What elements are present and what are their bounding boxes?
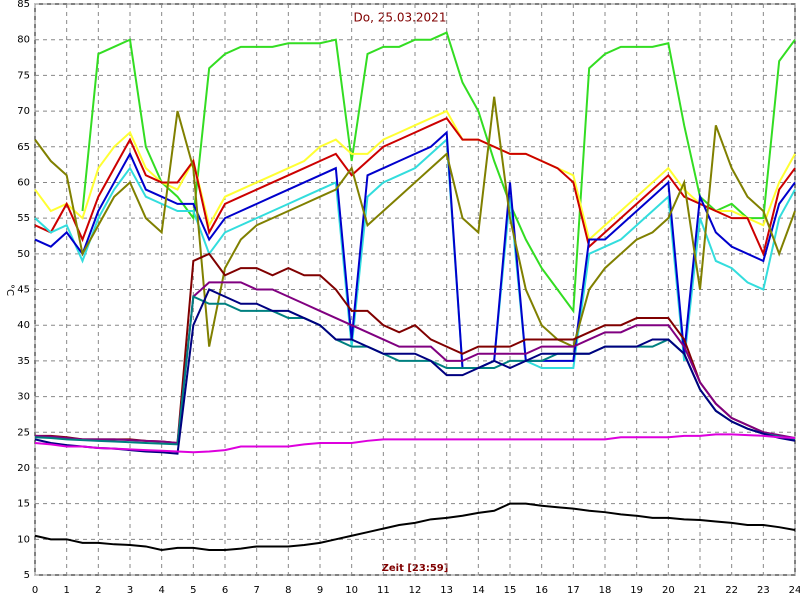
series-line [34,502,796,552]
y-tick-label: 20 [17,463,30,474]
x-axis-label: Zeit [23:59] [382,563,449,574]
x-tick-label: 3 [127,585,133,596]
x-tick-label: 19 [630,585,643,596]
y-tick-label: 25 [17,427,30,438]
chart-title: Do, 25.03.2021 [354,11,447,25]
x-tick-label: 23 [757,585,770,596]
x-tick-label: 22 [725,585,738,596]
x-tick-label: 15 [504,585,517,596]
x-tick-label: 12 [409,585,422,596]
y-tick-label: 65 [17,142,30,153]
y-tick-label: 5 [24,570,30,581]
x-tick-label: 2 [95,585,101,596]
y-tick-label: 40 [17,320,30,331]
y-tick-label: 75 [17,70,30,81]
x-tick-label: 8 [285,585,291,596]
series-line [34,281,796,445]
x-tick-label: 4 [158,585,164,596]
y-tick-label: 45 [17,285,30,296]
x-tick-label: 7 [253,585,259,596]
series-line [34,288,796,455]
x-tick-label: 13 [440,585,453,596]
y-tick-label: 85 [17,0,30,10]
series-line [34,116,796,257]
x-tick-label: 10 [345,585,358,596]
series-line [81,31,796,314]
x-tick-label: 14 [472,585,485,596]
y-axis-label: °C [4,284,15,296]
x-tick-label: 16 [535,585,548,596]
y-tick-label: 35 [17,356,30,367]
x-tick-label: 18 [599,585,612,596]
y-tick-label: 55 [17,213,30,224]
x-tick-label: 9 [317,585,323,596]
y-tick-label: 15 [17,499,30,510]
y-tick-label: 30 [17,392,30,403]
x-tick-label: 24 [789,585,800,596]
x-tick-label: 11 [377,585,390,596]
x-tick-label: 20 [662,585,675,596]
x-tick-label: 0 [32,585,38,596]
series-line [34,96,796,348]
y-tick-label: 60 [17,177,30,188]
y-tick-label: 50 [17,249,30,260]
x-tick-label: 5 [190,585,196,596]
y-tick-label: 70 [17,106,30,117]
x-tick-label: 21 [694,585,707,596]
y-tick-label: 80 [17,35,30,46]
y-tick-label: 10 [17,534,30,545]
x-tick-label: 6 [222,585,228,596]
series-line [34,137,796,370]
series-line [34,433,796,454]
series-line [34,130,796,370]
x-tick-label: 17 [567,585,580,596]
x-tick-label: 1 [63,585,69,596]
